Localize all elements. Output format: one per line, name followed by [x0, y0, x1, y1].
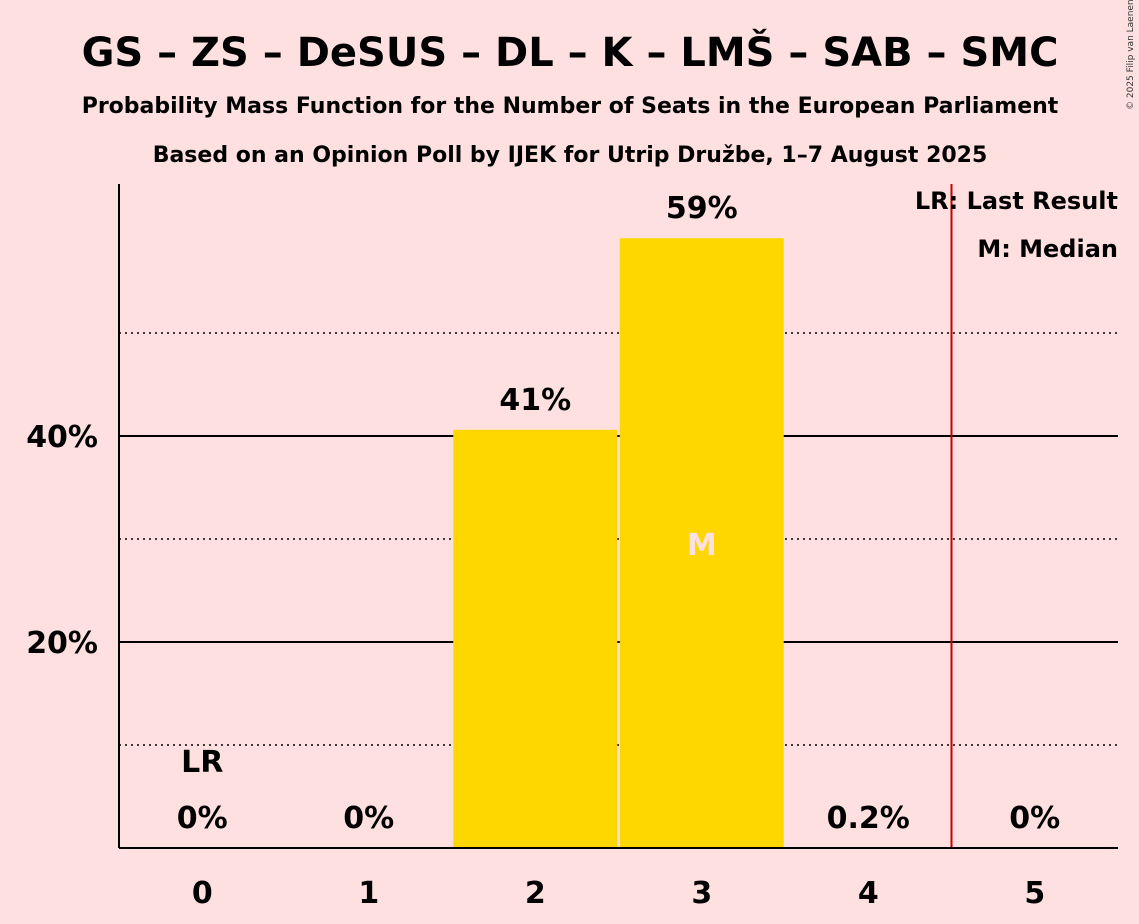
median-marker: M [687, 528, 717, 563]
y-tick-label: 40% [26, 420, 98, 455]
x-tick-label: 3 [691, 876, 712, 911]
data-label: 41% [499, 383, 571, 418]
gridlines: 20% 40% [26, 332, 1118, 746]
data-label: 59% [666, 191, 738, 226]
x-tick-label: 0 [192, 876, 213, 911]
chart-title: GS – ZS – DeSUS – DL – K – LMŠ – SAB – S… [82, 28, 1059, 76]
data-label: 0% [1009, 801, 1060, 836]
data-label: 0.2% [827, 801, 910, 836]
bar [453, 429, 618, 848]
data-label: 0% [177, 801, 228, 836]
y-tick-label: 20% [26, 626, 98, 661]
data-labels: 0% 0% 41% 59% 0.2% 0% M LR [177, 191, 1060, 836]
last-result-marker: LR [181, 745, 223, 780]
chart-subtitle: Probability Mass Function for the Number… [82, 94, 1059, 119]
x-tick-label: 4 [858, 876, 879, 911]
axes: 0 1 2 3 4 5 [118, 184, 1118, 911]
x-tick-label: 5 [1024, 876, 1045, 911]
bars [453, 238, 784, 849]
legend-last-result: LR: Last Result [915, 187, 1118, 215]
copyright-text: © 2025 Filip van Laenen [1126, 0, 1136, 110]
legend-median: M: Median [977, 235, 1118, 263]
x-tick-label: 2 [525, 876, 546, 911]
x-tick-label: 1 [358, 876, 379, 911]
chart-source: Based on an Opinion Poll by IJEK for Utr… [153, 143, 988, 168]
bar [619, 238, 784, 849]
data-label: 0% [343, 801, 394, 836]
